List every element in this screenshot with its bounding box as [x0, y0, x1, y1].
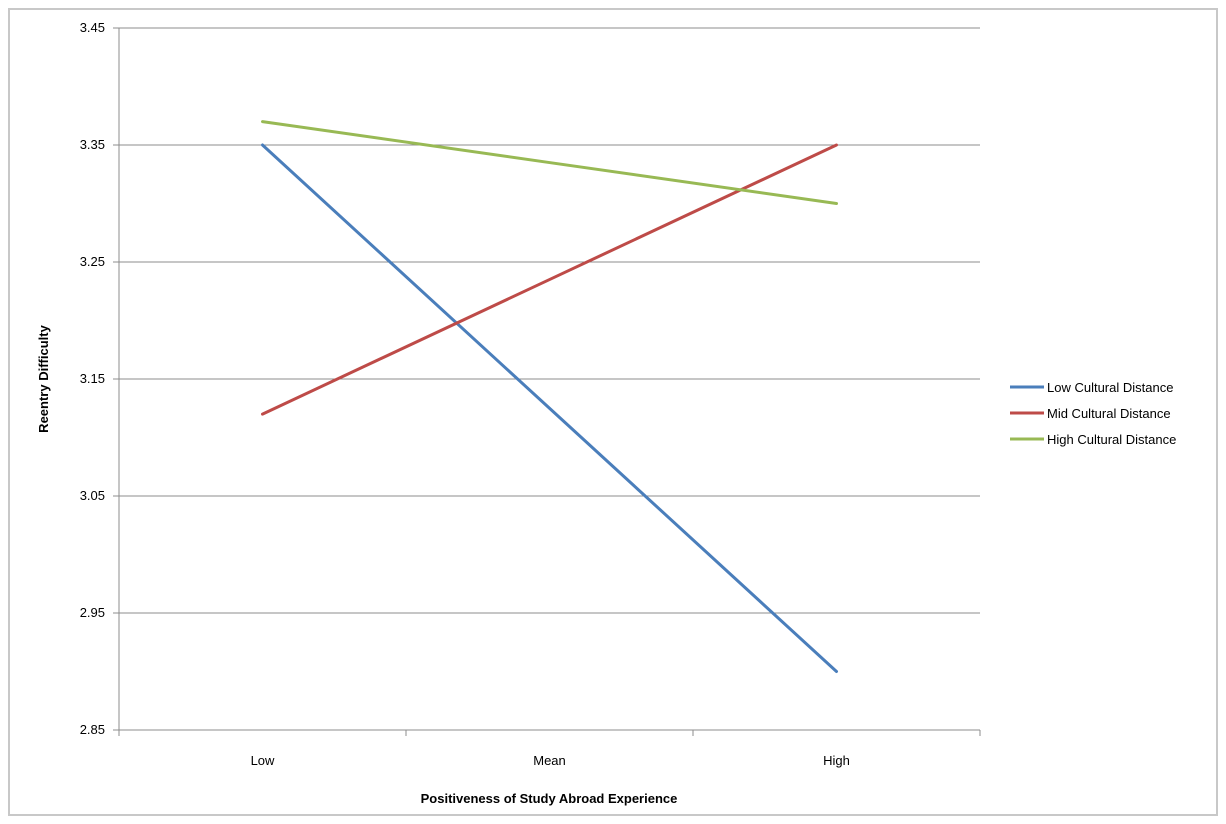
axes [118, 28, 980, 731]
x-axis-title: Positiveness of Study Abroad Experience [421, 791, 678, 806]
y-axis-title: Reentry Difficulty [36, 324, 51, 432]
legend-label: High Cultural Distance [1047, 432, 1176, 447]
y-tick-label: 3.05 [80, 488, 105, 503]
series-line-2 [261, 143, 838, 416]
legend: Low Cultural Distance Mid Cultural Distan… [1010, 380, 1176, 447]
y-tick-labels: 3.45 3.35 3.25 3.15 3.05 2.95 2.85 [80, 20, 105, 737]
x-tick-label: High [823, 753, 850, 768]
legend-label: Low Cultural Distance [1047, 380, 1173, 395]
y-tick-label: 3.25 [80, 254, 105, 269]
y-tick-label: 3.35 [80, 137, 105, 152]
y-tick-label: 2.95 [80, 605, 105, 620]
series-lines [261, 120, 838, 673]
legend-label: Mid Cultural Distance [1047, 406, 1171, 421]
y-tick-label: 3.15 [80, 371, 105, 386]
gridlines [113, 27, 981, 736]
series-line-1 [261, 143, 838, 673]
y-tick-label: 3.45 [80, 20, 105, 35]
x-tick-label: Low [251, 753, 275, 768]
x-tick-labels: Low Mean High [251, 753, 850, 768]
y-tick-label: 2.85 [80, 722, 105, 737]
x-tick-label: Mean [533, 753, 566, 768]
series-line-3 [261, 120, 838, 205]
